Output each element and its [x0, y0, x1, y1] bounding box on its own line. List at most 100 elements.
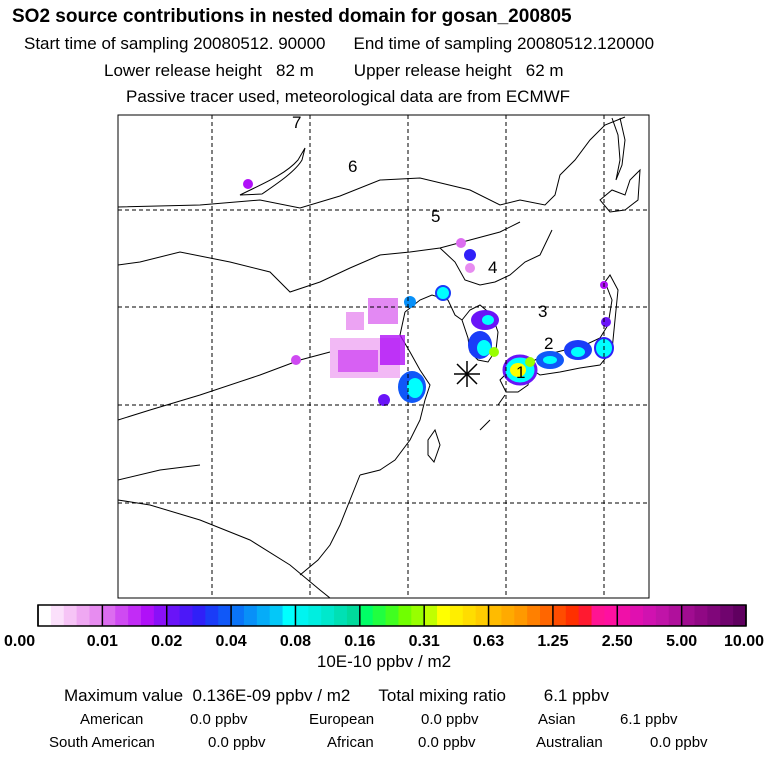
- chart-title: SO2 source contributions in nested domai…: [12, 6, 572, 27]
- plume-blob: [543, 356, 557, 364]
- colorbar-tick-label: 0.04: [216, 633, 247, 650]
- colorbar-swatch: [668, 605, 683, 626]
- plume-blob: [477, 340, 491, 356]
- upper-height: Upper release height 62 m: [353, 61, 564, 80]
- end-time: End time of sampling 20080512.120000: [353, 34, 655, 53]
- region-south-american-value: 0.0 ppbv: [208, 734, 266, 751]
- colorbar-swatch: [63, 605, 78, 626]
- plume-blob: [346, 312, 364, 330]
- total-value: 6.1 ppbv: [543, 686, 609, 705]
- colorbar-tick-label: 0.08: [280, 633, 311, 650]
- sampling-times: Start time of sampling 20080512. 90000 En…: [24, 34, 654, 54]
- plume-blob: [380, 335, 405, 365]
- region-asian-name: Asian: [538, 711, 576, 728]
- border-manchuria: [439, 229, 553, 286]
- summary-line: Maximum value 0.136E-09 ppbv / m2 Total …: [64, 686, 609, 706]
- colorbar-swatch: [205, 605, 219, 626]
- colorbar-swatch: [76, 605, 90, 626]
- colorbar-tick-label: 0.01: [87, 633, 118, 650]
- colorbar-swatch: [128, 605, 142, 626]
- coast-south-china: [299, 474, 361, 576]
- colorbar-swatch: [140, 605, 155, 626]
- colorbar-swatch: [115, 605, 129, 626]
- colorbar-swatch: [707, 605, 721, 626]
- colorbar-swatch: [359, 605, 374, 626]
- colorbar-swatch: [38, 605, 52, 626]
- colorbar-swatch: [501, 605, 515, 626]
- colorbar-swatch: [655, 605, 670, 626]
- region-label: 6: [348, 157, 357, 176]
- region-label: 4: [488, 258, 497, 277]
- plume-blob: [291, 355, 301, 365]
- colorbar-swatch: [334, 605, 348, 626]
- region-label: 5: [431, 207, 440, 226]
- colorbar-swatch: [256, 605, 271, 626]
- colorbar-swatch: [179, 605, 193, 626]
- region-american-value: 0.0 ppbv: [190, 711, 248, 728]
- colorbar-tick-label: 5.00: [666, 633, 697, 650]
- border-southwest: [118, 499, 331, 598]
- region-african-value: 0.0 ppbv: [418, 734, 476, 751]
- plume-blob: [368, 298, 398, 324]
- colorbar-swatch: [462, 605, 477, 626]
- release-heights: Lower release height 82 m Upper release h…: [104, 61, 564, 81]
- coastline-lake: [239, 147, 306, 196]
- colorbar-swatch: [617, 605, 631, 626]
- colorbar-swatch: [282, 605, 296, 626]
- colorbar-swatch: [192, 605, 206, 626]
- region-asian-value: 6.1 ppbv: [620, 711, 678, 728]
- colorbar-swatch: [321, 605, 335, 626]
- colorbar-swatch: [295, 605, 309, 626]
- colorbar-tick-label: 1.25: [537, 633, 568, 650]
- colorbar-tick-label: 0.16: [344, 633, 375, 650]
- coast-ryukyu: [479, 394, 506, 431]
- colorbar-swatch: [398, 605, 412, 626]
- colorbar-swatch: [681, 605, 696, 626]
- plume-blob: [243, 179, 253, 189]
- region-african-name: African: [327, 734, 374, 751]
- region-european-value: 0.0 ppbv: [421, 711, 479, 728]
- total-label: Total mixing ratio: [378, 686, 506, 705]
- colorbar: [37, 604, 747, 627]
- plume-blob: [510, 363, 526, 377]
- region-label: 2: [544, 334, 553, 353]
- plume-blob: [464, 249, 476, 261]
- region-label: 1: [516, 363, 525, 382]
- colorbar-swatch: [231, 605, 245, 626]
- plume-blob: [404, 296, 416, 308]
- colorbar-swatch: [308, 605, 322, 626]
- plume-blob: [489, 347, 499, 357]
- plume-blob: [601, 317, 611, 327]
- lower-height: Lower release height 82 m: [104, 61, 314, 80]
- start-time: Start time of sampling 20080512. 90000: [24, 34, 326, 53]
- colorbar-tick-label: 0.02: [151, 633, 182, 650]
- colorbar-tick-label: 0.31: [409, 633, 440, 650]
- receptor-marker: [454, 361, 480, 387]
- coast-taiwan: [427, 428, 441, 463]
- coast-sakhalin: [611, 117, 626, 181]
- colorbar-swatch: [630, 605, 644, 626]
- region-american-name: American: [80, 711, 144, 728]
- region-label: 3: [538, 302, 547, 321]
- colorbar-swatch: [372, 605, 387, 626]
- colorbar-swatch: [527, 605, 541, 626]
- colorbar-swatch: [643, 605, 657, 626]
- coast-hokkaido: [599, 168, 641, 213]
- region-australian-value: 0.0 ppbv: [650, 734, 708, 751]
- colorbar-tick-label: 0.63: [473, 633, 504, 650]
- coast-china-east: [359, 311, 431, 476]
- plume-blob: [338, 350, 378, 372]
- colorbar-swatch: [514, 605, 528, 626]
- region-label: 7: [292, 113, 301, 132]
- colorbar-swatch: [50, 605, 65, 626]
- colorbar-swatch: [578, 605, 593, 626]
- plume-blob: [465, 263, 475, 273]
- colorbar-swatch: [243, 605, 258, 626]
- border-mongolia: [118, 221, 521, 293]
- plume-blob: [407, 378, 423, 398]
- colorbar-swatch: [346, 605, 361, 626]
- colorbar-swatch: [218, 605, 232, 626]
- max-label: Maximum value: [64, 686, 184, 705]
- colorbar-swatch: [720, 605, 734, 626]
